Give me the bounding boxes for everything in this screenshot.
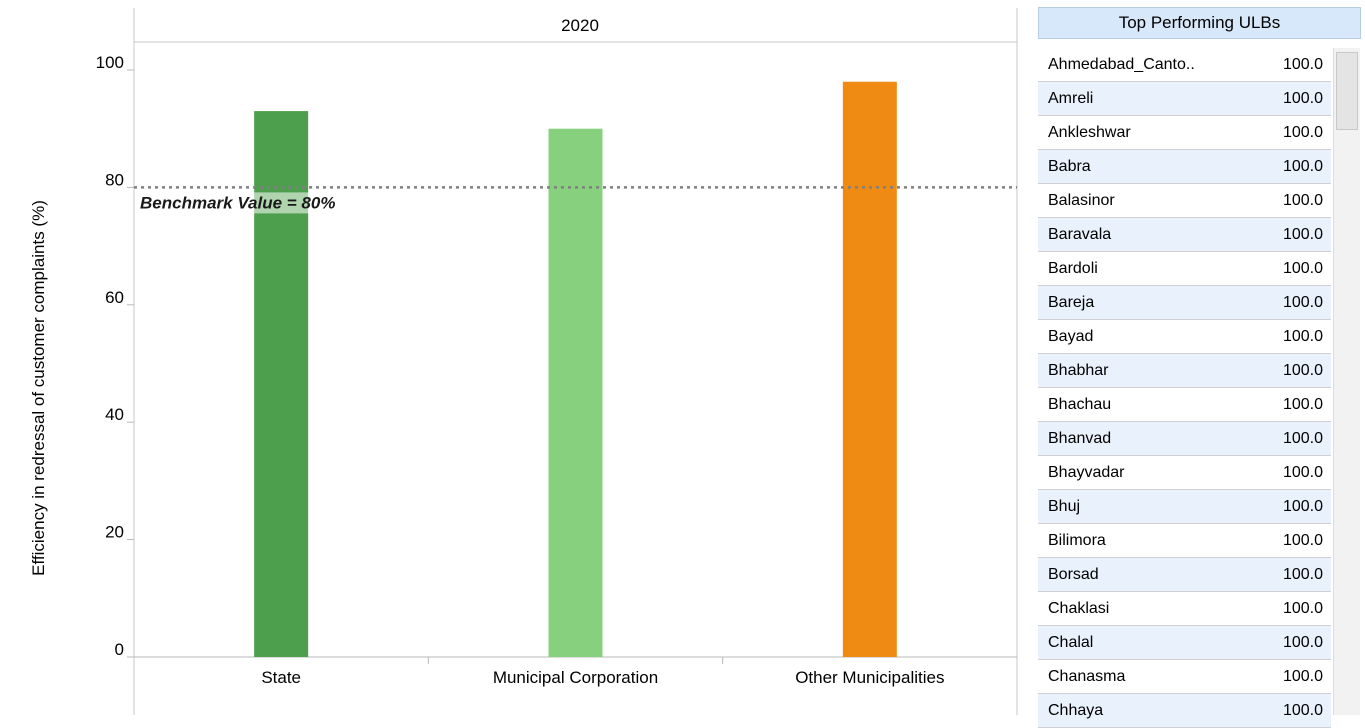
y-tick-label: 100 xyxy=(96,53,124,72)
ulb-name: Babra xyxy=(1048,158,1091,175)
top-performing-ulbs-panel: Top Performing ULBs Ahmedabad_Canto.. 100… xyxy=(1024,0,1365,728)
bar-chart: 0 20 40 60 80 100 State Municipal Corporation Ot… xyxy=(29,8,1018,715)
y-tick-label: 80 xyxy=(105,170,124,189)
ulb-name: Bilimora xyxy=(1048,532,1106,549)
ulb-list-scrollbar[interactable] xyxy=(1333,48,1360,715)
y-tick-label: 20 xyxy=(105,523,124,542)
ulb-row[interactable]: Bhayvadar 100.0 xyxy=(1038,456,1331,490)
y-tick-label: 40 xyxy=(105,405,124,424)
ulb-row[interactable]: Bareja 100.0 xyxy=(1038,286,1331,320)
ulb-value: 100.0 xyxy=(1282,192,1323,209)
x-tick-label: Municipal Corporation xyxy=(493,668,658,687)
ulb-row[interactable]: Balasinor 100.0 xyxy=(1038,184,1331,218)
ulb-row[interactable]: Bhachau 100.0 xyxy=(1038,388,1331,422)
ulb-row[interactable]: Ahmedabad_Canto.. 100.0 xyxy=(1038,48,1331,82)
y-axis-title: Efficiency in redressal of customer comp… xyxy=(29,200,48,576)
ulb-name: Bhayvadar xyxy=(1048,464,1125,481)
ulb-name: Bhabhar xyxy=(1048,362,1109,379)
x-tick-label: Other Municipalities xyxy=(795,668,944,687)
ulb-value: 100.0 xyxy=(1282,430,1323,447)
ulb-name: Bayad xyxy=(1048,328,1094,345)
y-tick-label: 0 xyxy=(115,640,124,659)
ulb-row[interactable]: Chaklasi 100.0 xyxy=(1038,592,1331,626)
top-performing-ulbs-header: Top Performing ULBs xyxy=(1038,7,1361,39)
ulb-name: Ankleshwar xyxy=(1048,124,1131,141)
ulb-row[interactable]: Bhanvad 100.0 xyxy=(1038,422,1331,456)
ulb-value: 100.0 xyxy=(1282,124,1323,141)
ulb-value: 100.0 xyxy=(1282,226,1323,243)
ulb-row[interactable]: Bardoli 100.0 xyxy=(1038,252,1331,286)
y-tick-label: 60 xyxy=(105,288,124,307)
ulb-value: 100.0 xyxy=(1282,702,1323,719)
ulb-row[interactable]: Bhuj 100.0 xyxy=(1038,490,1331,524)
ulb-value: 100.0 xyxy=(1282,294,1323,311)
bar-other-municipalities xyxy=(842,81,897,658)
ulb-value: 100.0 xyxy=(1282,498,1323,515)
ulb-name: Chalal xyxy=(1048,634,1094,651)
ulb-row[interactable]: Bhabhar 100.0 xyxy=(1038,354,1331,388)
ulb-name: Baravala xyxy=(1048,226,1112,243)
ulb-value: 100.0 xyxy=(1282,600,1323,617)
bar-municipal-corporation xyxy=(548,128,603,657)
ulb-name: Bardoli xyxy=(1048,260,1098,277)
ulb-value: 100.0 xyxy=(1282,396,1323,413)
ulb-name: Ahmedabad_Canto.. xyxy=(1048,56,1195,73)
ulb-row[interactable]: Baravala 100.0 xyxy=(1038,218,1331,252)
ulb-list[interactable]: Ahmedabad_Canto.. 100.0 Amreli 100.0 Anklesh… xyxy=(1038,48,1331,728)
ulb-row[interactable]: Chanasma 100.0 xyxy=(1038,660,1331,694)
ulb-value: 100.0 xyxy=(1282,464,1323,481)
ulb-value: 100.0 xyxy=(1282,566,1323,583)
ulb-row[interactable]: Bayad 100.0 xyxy=(1038,320,1331,354)
ulb-value: 100.0 xyxy=(1282,90,1323,107)
ulb-row[interactable]: Chalal 100.0 xyxy=(1038,626,1331,660)
ulb-name: Chaklasi xyxy=(1048,600,1110,617)
ulb-value: 100.0 xyxy=(1282,260,1323,277)
ulb-name: Bareja xyxy=(1048,294,1095,311)
ulb-value: 100.0 xyxy=(1282,532,1323,549)
ulb-row[interactable]: Babra 100.0 xyxy=(1038,150,1331,184)
ulb-value: 100.0 xyxy=(1282,668,1323,685)
ulb-name: Chanasma xyxy=(1048,668,1126,685)
ulb-name: Amreli xyxy=(1048,90,1094,107)
ulb-row[interactable]: Ankleshwar 100.0 xyxy=(1038,116,1331,150)
benchmark-label: Benchmark Value = 80% xyxy=(140,193,335,212)
ulb-name: Bhanvad xyxy=(1048,430,1112,447)
ulb-value: 100.0 xyxy=(1282,56,1323,73)
ulb-value: 100.0 xyxy=(1282,362,1323,379)
ulb-name: Bhachau xyxy=(1048,396,1112,413)
benchmark-label-backdrop xyxy=(137,192,339,214)
ulb-name: Bhuj xyxy=(1048,498,1081,515)
ulb-row[interactable]: Borsad 100.0 xyxy=(1038,558,1331,592)
ulb-row[interactable]: Bilimora 100.0 xyxy=(1038,524,1331,558)
ulb-name: Chhaya xyxy=(1048,702,1104,719)
ulb-value: 100.0 xyxy=(1282,328,1323,345)
ulb-row[interactable]: Amreli 100.0 xyxy=(1038,82,1331,116)
scrollbar-thumb[interactable] xyxy=(1336,52,1358,130)
ulb-value: 100.0 xyxy=(1282,158,1323,175)
ulb-name: Balasinor xyxy=(1048,192,1115,209)
ulb-name: Borsad xyxy=(1048,566,1099,583)
x-tick-label: State xyxy=(261,668,301,687)
panel-title: 2020 xyxy=(561,16,599,35)
ulb-value: 100.0 xyxy=(1282,634,1323,651)
ulb-row[interactable]: Chhaya 100.0 xyxy=(1038,694,1331,728)
